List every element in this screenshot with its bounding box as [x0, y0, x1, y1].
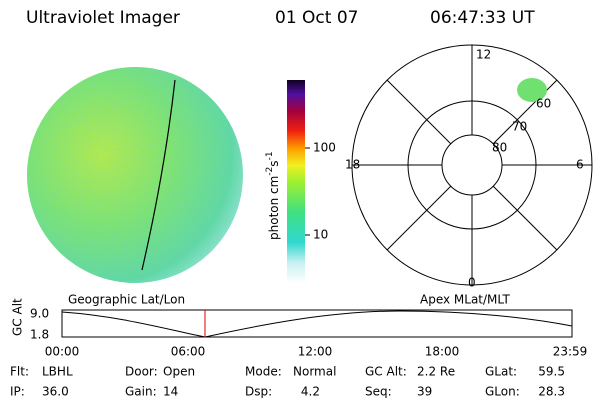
- field-label: Seq:: [365, 385, 392, 399]
- field-label: GLon:: [485, 385, 520, 399]
- timeline-title: Geographic Lat/Lon: [68, 293, 185, 307]
- exp: -1: [265, 151, 275, 160]
- lat-label: 60: [536, 97, 551, 111]
- field-label: IP:: [10, 385, 25, 399]
- time-label: 23:59: [553, 345, 588, 359]
- colorbar: [287, 80, 305, 283]
- hour-label: 18: [345, 158, 360, 172]
- field-value: 2.2 Re: [417, 365, 455, 379]
- cbar-tick-label: 10: [313, 228, 328, 242]
- y-label: 9.0: [30, 307, 49, 321]
- disk-noise: [27, 67, 243, 283]
- field-value: LBHL: [42, 365, 73, 379]
- field-value: 14: [163, 385, 178, 399]
- lat-label: 70: [512, 120, 527, 134]
- field-label: Gain:: [125, 385, 157, 399]
- lat-label: 80: [492, 141, 507, 155]
- field-value: Normal: [293, 365, 336, 379]
- field-label: Flt:: [10, 365, 29, 379]
- unit: s: [267, 160, 281, 166]
- cbar-tick-label: 100: [313, 141, 336, 155]
- field-label: Dsp:: [245, 385, 272, 399]
- time-label: 12:00: [298, 345, 333, 359]
- field-label: Mode:: [245, 365, 282, 379]
- field-label: GLat:: [485, 365, 517, 379]
- exp: -2: [265, 167, 275, 176]
- field-value: 28.3: [538, 385, 565, 399]
- hour-label: 0: [468, 276, 476, 290]
- spoke: [386, 79, 452, 145]
- time-label: 06:00: [171, 345, 206, 359]
- image-disk: [27, 67, 243, 283]
- field-value: 36.0: [42, 385, 69, 399]
- spoke: [492, 185, 558, 251]
- field-label: GC Alt:: [365, 365, 407, 379]
- cbar-label: photon cm-2s-1: [265, 151, 281, 240]
- field-value: 39: [417, 385, 432, 399]
- y-label: 1.8: [30, 328, 49, 342]
- field-value: Open: [163, 365, 195, 379]
- title: Ultraviolet Imager: [26, 8, 180, 28]
- hour-label: 12: [476, 48, 491, 62]
- time-label: 00:00: [45, 345, 80, 359]
- time: 06:47:33 UT: [430, 8, 535, 28]
- hour-label: 6: [576, 158, 584, 172]
- polar-grid: [351, 44, 593, 286]
- axis-label: GC Alt: [11, 298, 25, 336]
- field-value: 4.2: [301, 385, 320, 399]
- field-value: 59.5: [538, 365, 565, 379]
- date: 01 Oct 07: [275, 8, 358, 28]
- meridian: [141, 79, 176, 271]
- time-label: 18:00: [425, 345, 460, 359]
- field-label: Door:: [125, 365, 158, 379]
- timeline-title: Apex MLat/MLT: [420, 293, 510, 307]
- spoke: [386, 185, 452, 251]
- timeline-box: [61, 309, 573, 338]
- altitude-curve: [61, 310, 573, 338]
- unit: photon cm: [267, 176, 281, 240]
- aurora-blob: [517, 78, 547, 102]
- footer: Flt: LBHL Door: Open Mode: Normal GC Alt: 2.2 R…: [10, 365, 565, 399]
